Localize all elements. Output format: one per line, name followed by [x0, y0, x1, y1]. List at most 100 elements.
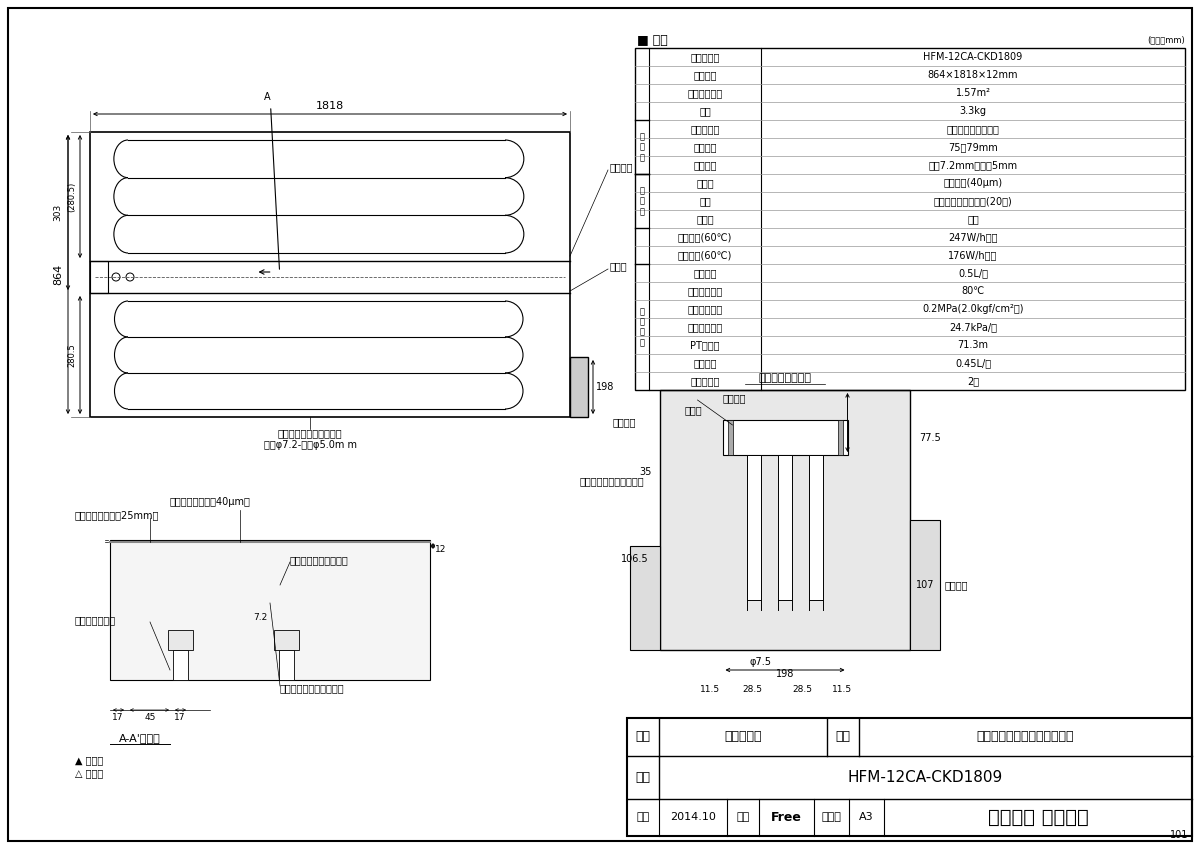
Text: 小根太入りハード温水マット: 小根太入りハード温水マット: [977, 730, 1074, 744]
Text: 管サイズ: 管サイズ: [694, 160, 716, 170]
Text: 管ピッチ: 管ピッチ: [694, 142, 716, 152]
Text: 質量: 質量: [700, 106, 710, 116]
Text: 外形寸法: 外形寸法: [694, 70, 716, 80]
Bar: [278, 650, 294, 680]
Text: 最高使用温度: 最高使用温度: [688, 286, 722, 296]
Text: PT相当長: PT相当長: [690, 340, 720, 350]
Text: HFM-12CA-CKD1809: HFM-12CA-CKD1809: [923, 52, 1022, 62]
Text: 有効放熱面積: 有効放熱面積: [688, 88, 722, 98]
Text: 架橋ポリエチレンパイプ: 架橋ポリエチレンパイプ: [580, 476, 644, 486]
Bar: [173, 650, 188, 680]
Text: 12: 12: [436, 546, 446, 554]
Text: 0.2MPa(2.0kgf/cm²　): 0.2MPa(2.0kgf/cm² ): [923, 304, 1024, 314]
Bar: [570, 357, 588, 417]
Text: 11.5: 11.5: [833, 685, 852, 694]
Text: 表面材（アルミ箔40μm）: 表面材（アルミ箔40μm）: [170, 497, 251, 507]
Text: 小根太溝数: 小根太溝数: [690, 376, 720, 386]
Text: リンナイ 株式会社: リンナイ 株式会社: [988, 808, 1088, 827]
Text: 暖房能力(60℃): 暖房能力(60℃): [678, 250, 732, 260]
Text: 176W/h・枚: 176W/h・枚: [948, 250, 997, 260]
Text: A: A: [264, 92, 271, 102]
Bar: [746, 455, 761, 600]
Text: 280.5: 280.5: [67, 343, 77, 367]
Text: 28.5: 28.5: [792, 685, 812, 694]
Text: 小小根太: 小小根太: [610, 162, 634, 172]
Text: 保有水量: 保有水量: [694, 358, 716, 368]
Text: φ7.5: φ7.5: [749, 657, 772, 667]
Text: 2014.10: 2014.10: [670, 812, 716, 823]
Text: 28.5: 28.5: [743, 685, 762, 694]
Text: 77.5: 77.5: [919, 432, 941, 442]
Text: 作成: 作成: [636, 812, 649, 823]
Text: 198: 198: [776, 669, 794, 679]
Text: 設
計
関
係: 設 計 関 係: [640, 306, 644, 347]
Text: 1818: 1818: [316, 101, 344, 111]
Text: ヘッダー: ヘッダー: [722, 393, 746, 403]
Bar: [722, 420, 847, 455]
Bar: [110, 540, 430, 680]
Text: バンド: バンド: [685, 405, 703, 415]
Text: 材質・材料: 材質・材料: [690, 124, 720, 134]
Text: 外形寸法図: 外形寸法図: [725, 730, 762, 744]
Bar: [778, 455, 792, 600]
Text: 標準流量: 標準流量: [694, 268, 716, 278]
Bar: [660, 390, 910, 650]
Bar: [910, 520, 940, 650]
Bar: [628, 718, 1192, 836]
Text: 2本: 2本: [967, 376, 979, 386]
Bar: [838, 420, 842, 455]
Text: 外径7.2mm　内径5mm: 外径7.2mm 内径5mm: [929, 160, 1018, 170]
Text: 7.2: 7.2: [253, 614, 268, 622]
Text: なし: なし: [967, 214, 979, 224]
Text: 864: 864: [53, 264, 64, 285]
Text: (280.5): (280.5): [67, 182, 77, 211]
Bar: [90, 261, 108, 293]
Text: 864×1818×12mm: 864×1818×12mm: [928, 70, 1019, 80]
Text: 107: 107: [916, 580, 935, 590]
Text: 0.45L/枚: 0.45L/枚: [955, 358, 991, 368]
Text: 尺度: 尺度: [737, 812, 750, 823]
Text: (単位：mm): (単位：mm): [1147, 36, 1186, 44]
Text: 24.7kPa/枚: 24.7kPa/枚: [949, 322, 997, 332]
Text: 198: 198: [596, 382, 614, 392]
Text: 基材: 基材: [700, 196, 710, 206]
Text: 106.5: 106.5: [622, 554, 649, 564]
Text: アルミ箔(40μm): アルミ箔(40μm): [943, 178, 1002, 188]
Text: 3.3kg: 3.3kg: [960, 106, 986, 116]
Text: 303: 303: [54, 204, 62, 221]
Bar: [168, 630, 193, 650]
Text: 架橋ポリエチレンパイプ: 架橋ポリエチレンパイプ: [277, 428, 342, 438]
Bar: [635, 48, 1186, 390]
Text: 投入熱量(60℃): 投入熱量(60℃): [678, 232, 732, 242]
Text: ■ 仕様: ■ 仕様: [637, 33, 667, 47]
Text: 0.5L/分: 0.5L/分: [958, 268, 988, 278]
Text: 71.3m: 71.3m: [958, 340, 989, 350]
Text: △ 谷折り: △ 谷折り: [74, 768, 103, 778]
Text: ヘッダー: ヘッダー: [613, 417, 636, 427]
Text: 11.5: 11.5: [700, 685, 720, 694]
Text: A-A'詳細図: A-A'詳細図: [119, 733, 161, 743]
Text: 名称・型式: 名称・型式: [690, 52, 720, 62]
Text: 247W/h・枚: 247W/h・枚: [948, 232, 997, 242]
Text: 小小根太: 小小根太: [946, 580, 968, 590]
Text: 架橋ポリエチレン管: 架橋ポリエチレン管: [947, 124, 1000, 134]
Bar: [727, 420, 732, 455]
Text: 裏面材: 裏面材: [696, 214, 714, 224]
Text: 1.57m²: 1.57m²: [955, 88, 990, 98]
Text: 名称: 名称: [636, 730, 650, 744]
Text: A3: A3: [859, 812, 874, 823]
Bar: [274, 630, 299, 650]
Text: 75～79mm: 75～79mm: [948, 142, 998, 152]
Text: 外径φ7.2-内径φ5.0m m: 外径φ7.2-内径φ5.0m m: [264, 440, 356, 450]
Text: 最高使用圧力: 最高使用圧力: [688, 304, 722, 314]
Text: 35: 35: [638, 467, 652, 477]
Bar: [809, 455, 823, 600]
Text: 小根太（合板）: 小根太（合板）: [74, 615, 116, 625]
Bar: [630, 546, 660, 650]
Text: 表面材: 表面材: [696, 178, 714, 188]
Text: 45: 45: [144, 713, 156, 722]
Text: サイズ: サイズ: [822, 812, 841, 823]
Text: 80℃: 80℃: [961, 286, 985, 296]
Text: 17: 17: [113, 713, 124, 722]
Text: 小根太: 小根太: [610, 261, 628, 271]
